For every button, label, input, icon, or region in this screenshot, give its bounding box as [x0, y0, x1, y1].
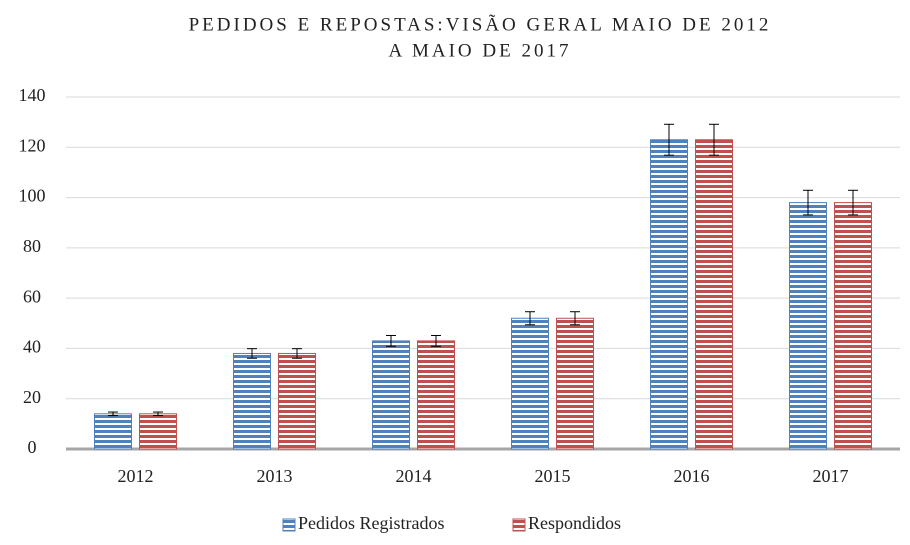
legend-label: Respondidos [528, 513, 621, 533]
y-tick-label: 100 [19, 186, 46, 206]
error-bar [848, 189, 858, 216]
legend-swatch [512, 518, 526, 532]
bar [278, 352, 316, 450]
error-bar [570, 311, 580, 326]
y-tick-label: 40 [23, 337, 41, 357]
bar [834, 202, 872, 450]
bar [695, 139, 733, 450]
x-tick-label: 2012 [118, 466, 154, 486]
error-bar [525, 311, 535, 326]
x-tick-label: 2016 [674, 466, 710, 486]
bar [650, 139, 688, 450]
error-bar [431, 334, 441, 347]
legend-label: Pedidos Registrados [298, 513, 445, 533]
bar [511, 317, 549, 450]
x-tick-label: 2017 [813, 466, 849, 486]
error-bar [803, 189, 813, 216]
x-tick-label: 2015 [535, 466, 571, 486]
y-tick-label: 140 [19, 85, 46, 105]
y-tick-label: 60 [23, 286, 41, 306]
bar [233, 352, 271, 450]
chart-title: PEDIDOS E REPOSTAS:VISÃO GERAL MAIO DE 2… [189, 13, 772, 35]
bar [139, 413, 177, 450]
error-bar [153, 411, 163, 417]
error-bar [108, 411, 118, 417]
x-tick-label: 2013 [257, 466, 293, 486]
y-tick-label: 20 [23, 387, 41, 407]
y-tick-label: 120 [19, 135, 46, 155]
error-bar [292, 348, 302, 359]
bar [372, 340, 410, 450]
bar [789, 202, 827, 450]
x-tick-label: 2014 [396, 466, 432, 486]
y-tick-label: 0 [28, 437, 37, 457]
error-bar [709, 123, 719, 156]
bar [556, 317, 594, 450]
y-tick-label: 80 [23, 236, 41, 256]
chart-title: A MAIO DE 2017 [389, 40, 572, 61]
error-bar [386, 334, 396, 347]
bar [94, 413, 132, 450]
legend-swatch [282, 518, 296, 532]
error-bar [247, 348, 257, 359]
bar [417, 340, 455, 450]
error-bar [664, 123, 674, 156]
